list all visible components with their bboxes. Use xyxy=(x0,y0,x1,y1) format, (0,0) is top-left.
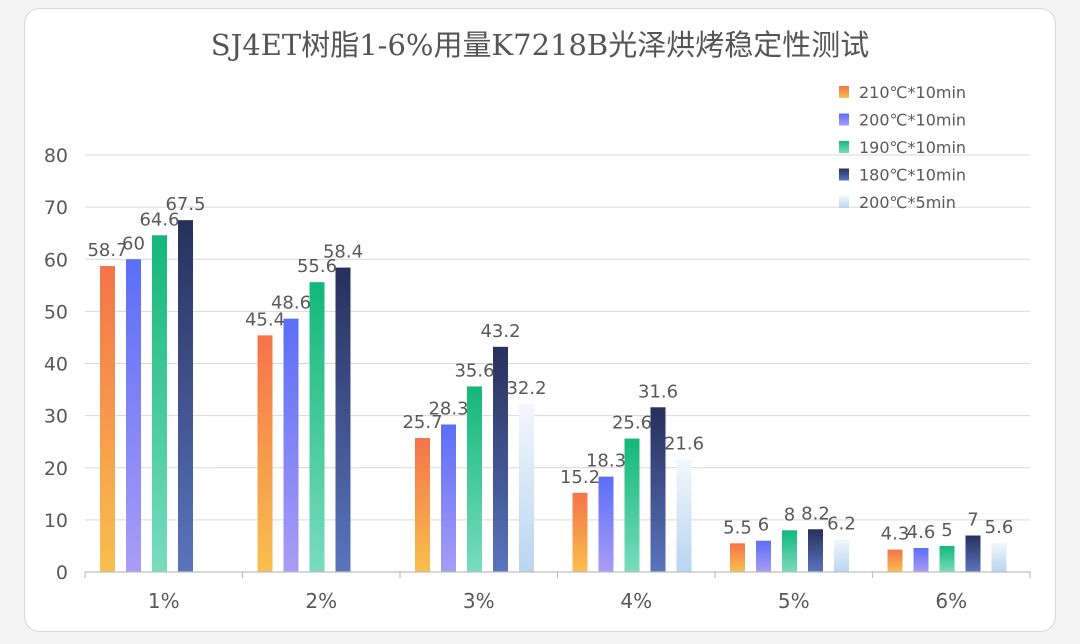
bar xyxy=(126,259,141,572)
data-label: 25.6 xyxy=(612,413,652,434)
y-tick-label: 60 xyxy=(44,249,68,271)
data-label: 8.2 xyxy=(801,503,830,524)
bar xyxy=(415,438,430,572)
data-label: 25.7 xyxy=(402,412,442,433)
legend-label: 200℃*5min xyxy=(859,193,956,212)
chart-card xyxy=(24,8,1056,632)
data-label: 5.6 xyxy=(985,517,1014,538)
bar xyxy=(519,404,534,572)
bar xyxy=(598,476,614,572)
data-label: 60 xyxy=(122,233,145,254)
bar xyxy=(913,548,929,572)
data-label: 18.3 xyxy=(586,451,626,472)
gridlines xyxy=(85,154,1030,521)
x-tick-label: 2% xyxy=(305,589,337,613)
x-axis: 1% 2% 3% 4% 5% 6% xyxy=(84,571,1031,613)
bars xyxy=(100,220,1007,572)
data-label: 5.5 xyxy=(723,517,752,538)
bar xyxy=(887,549,903,572)
bar xyxy=(178,220,193,572)
x-tick-label: 4% xyxy=(620,589,652,613)
bar xyxy=(624,438,640,572)
legend: 210℃*10min 200℃*10min 190℃*10min 180℃*10min… xyxy=(839,83,966,212)
y-tick-label: 30 xyxy=(44,406,68,428)
y-tick-label: 80 xyxy=(44,145,68,167)
y-tick-label: 70 xyxy=(44,197,68,219)
y-axis-ticks: 0 10 20 30 40 50 60 70 80 xyxy=(44,145,68,584)
bar xyxy=(676,459,692,572)
bar xyxy=(939,545,955,572)
bar xyxy=(991,542,1007,572)
legend-swatch xyxy=(839,86,849,98)
data-label: 6.2 xyxy=(827,514,856,535)
data-label: 31.6 xyxy=(638,381,678,402)
x-tick-label: 6% xyxy=(935,589,967,613)
legend-label: 180℃*10min xyxy=(859,166,966,185)
data-label: 32.2 xyxy=(506,378,546,399)
x-tick-label: 3% xyxy=(463,589,495,613)
data-label: 67.5 xyxy=(165,194,205,215)
data-label: 58.7 xyxy=(87,240,127,261)
legend-label: 200℃*10min xyxy=(859,111,966,130)
x-tick-label: 1% xyxy=(148,589,180,613)
legend-swatch xyxy=(839,168,849,181)
bar xyxy=(493,346,508,572)
bar xyxy=(782,530,797,572)
data-label: 43.2 xyxy=(480,321,520,342)
chart-title: SJ4ET树脂1-6%用量K7218B光泽烘烤稳定性测试 xyxy=(211,28,870,62)
legend-swatch xyxy=(839,196,849,208)
bar xyxy=(808,529,823,572)
y-tick-label: 10 xyxy=(44,510,68,532)
data-label: 45.4 xyxy=(245,309,285,330)
data-label: 7 xyxy=(967,510,978,531)
bar xyxy=(730,543,745,572)
data-label: 8 xyxy=(784,504,795,525)
data-label: 58.4 xyxy=(323,242,363,263)
legend-swatch xyxy=(839,113,849,126)
bar xyxy=(283,318,299,572)
data-label: 28.3 xyxy=(428,398,468,419)
bar xyxy=(467,386,482,572)
data-label: 15.2 xyxy=(560,467,600,488)
y-tick-label: 20 xyxy=(44,458,68,480)
y-tick-label: 50 xyxy=(44,301,68,323)
data-label: 4.3 xyxy=(881,524,910,545)
bar xyxy=(441,424,456,572)
bar xyxy=(152,235,167,572)
bar xyxy=(100,266,115,572)
data-label: 55.6 xyxy=(297,256,337,277)
bar xyxy=(650,407,666,572)
y-tick-label: 0 xyxy=(56,562,68,584)
x-tick-label: 5% xyxy=(778,589,810,613)
legend-label: 190℃*10min xyxy=(859,138,966,157)
data-label: 64.6 xyxy=(139,209,179,230)
data-label: 6 xyxy=(758,515,769,536)
bar xyxy=(965,535,981,572)
bar xyxy=(257,335,273,572)
bar xyxy=(572,492,588,572)
bar xyxy=(335,267,351,572)
data-label: 48.6 xyxy=(271,293,311,314)
bar xyxy=(756,540,771,572)
data-label: 35.6 xyxy=(454,360,494,381)
data-label: 21.6 xyxy=(664,433,704,454)
data-label: 4.6 xyxy=(907,522,936,543)
bar xyxy=(309,282,325,572)
bar xyxy=(834,539,849,572)
data-label: 5 xyxy=(941,520,952,541)
y-tick-label: 40 xyxy=(44,354,68,376)
legend-label: 210℃*10min xyxy=(859,83,966,102)
legend-swatch xyxy=(839,141,849,153)
